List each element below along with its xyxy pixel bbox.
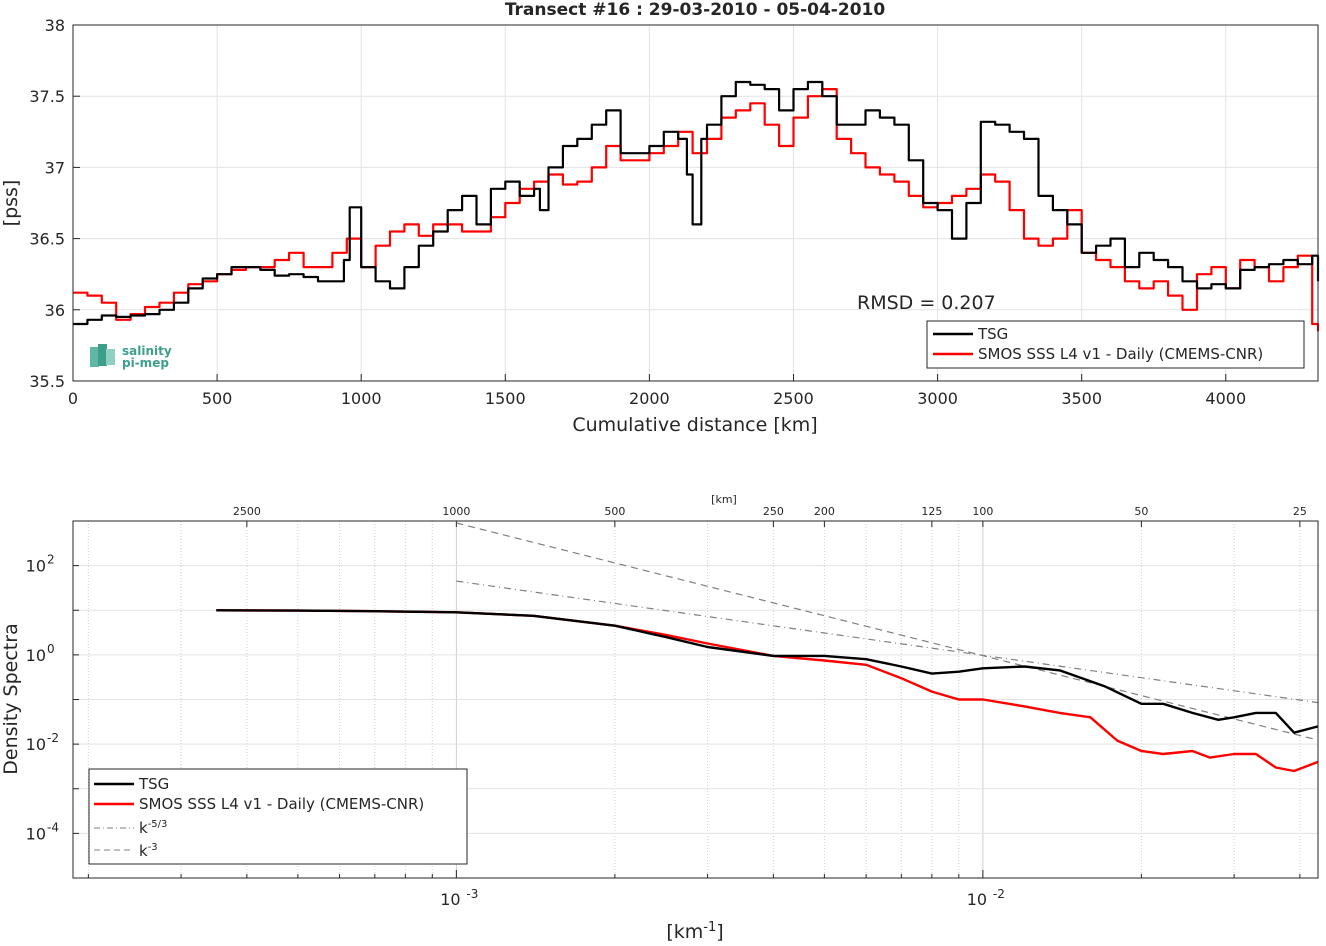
y-tick-label: 10	[26, 557, 46, 576]
plot-frame	[72, 520, 1319, 879]
rmsd-annotation: RMSD = 0.207	[857, 292, 996, 314]
y-tick-label: 36	[45, 301, 65, 320]
top-tick-label: 25	[1293, 505, 1307, 518]
x-tick-label: 1000	[341, 389, 382, 408]
x-tick-label: 2000	[629, 389, 670, 408]
legend-label-tsg: TSG	[977, 325, 1008, 343]
legend-box	[926, 320, 1305, 369]
x-tick-label: 0	[68, 389, 78, 408]
legend-box	[88, 768, 468, 865]
series-group	[216, 522, 1319, 773]
y-tick-label: 37.5	[29, 87, 65, 106]
legend-label-smos: SMOS SSS L4 v1 - Daily (CMEMS-CNR)	[978, 345, 1263, 363]
top-tick-label: 100	[972, 505, 993, 518]
series-line-tsg	[216, 609, 1319, 734]
y-axis-label: Density Spectra	[0, 623, 22, 774]
x-tick-label: 2500	[773, 389, 814, 408]
y-axis-label: [pss]	[0, 180, 22, 227]
y-tick-exponent: -2	[47, 731, 59, 745]
logo-mark	[90, 347, 99, 367]
top-tick-label: 2500	[233, 505, 261, 518]
plot-frame	[72, 24, 1319, 382]
y-tick-label: 37	[45, 158, 65, 177]
x-tick-exponent: -2	[993, 887, 1005, 901]
x-axis-label: [km-1]	[666, 920, 723, 942]
x-axis-label: Cumulative distance [km]	[572, 414, 817, 436]
x-tick-label: 3000	[917, 389, 958, 408]
x-tick-label: 4000	[1205, 389, 1246, 408]
y-tick-exponent: -4	[47, 820, 59, 834]
logo-text-bottom: pi-mep	[122, 356, 169, 370]
x-tick-label: 500	[202, 389, 233, 408]
top-tick-label: 500	[604, 505, 625, 518]
y-tick-label: 10	[26, 824, 46, 843]
top-tick-label: 125	[921, 505, 942, 518]
top-tick-label: 50	[1134, 505, 1148, 518]
x-tick-label: 10	[967, 890, 987, 909]
x-tick-exponent: -3	[466, 887, 478, 901]
y-tick-exponent: 2	[47, 553, 55, 567]
series-line-tsg	[73, 80, 1320, 326]
logo-text-top: salinity	[122, 344, 172, 358]
top-tick-label: 200	[814, 505, 835, 518]
legend-label-tsg: TSG	[138, 775, 169, 793]
top-tick-label: 250	[763, 505, 784, 518]
tick-labels: 0 500 1000 1500 2000 2500 3000 3500 4000 35.5 36 36…	[29, 16, 1246, 408]
logo-mark	[98, 344, 107, 366]
legend-label-smos: SMOS SSS L4 v1 - Daily (CMEMS-CNR)	[139, 795, 424, 813]
y-tick-label: 38	[45, 16, 65, 35]
legend: TSG SMOS SSS L4 v1 - Daily (CMEMS-CNR) k…	[88, 768, 468, 865]
y-tick-exponent: 0	[47, 642, 55, 656]
y-tick-label: 10	[26, 735, 46, 754]
salinity-transect-chart: Transect #16 : 29-03-2010 - 05-04-2010 0…	[0, 0, 1320, 436]
top-axis-label: [km]	[711, 493, 737, 506]
logo-mark	[106, 349, 115, 365]
reference-line-k53	[456, 580, 1319, 704]
top-tick-label: 1000	[442, 505, 470, 518]
chart-title: Transect #16 : 29-03-2010 - 05-04-2010	[505, 0, 886, 20]
x-tick-label: 1500	[485, 389, 526, 408]
x-tick-label: 3500	[1061, 389, 1102, 408]
x-tick-label: 10	[440, 890, 460, 909]
y-tick-label: 10	[26, 646, 46, 665]
y-tick-label: 36.5	[29, 230, 65, 249]
reference-line-k3	[456, 522, 1319, 741]
legend: TSG SMOS SSS L4 v1 - Daily (CMEMS-CNR)	[926, 320, 1305, 369]
salinity-pi-mep-logo: salinity pi-mep	[90, 344, 172, 370]
y-tick-label: 35.5	[29, 372, 65, 391]
series-line-smos	[73, 88, 1320, 332]
series-group	[73, 80, 1320, 332]
